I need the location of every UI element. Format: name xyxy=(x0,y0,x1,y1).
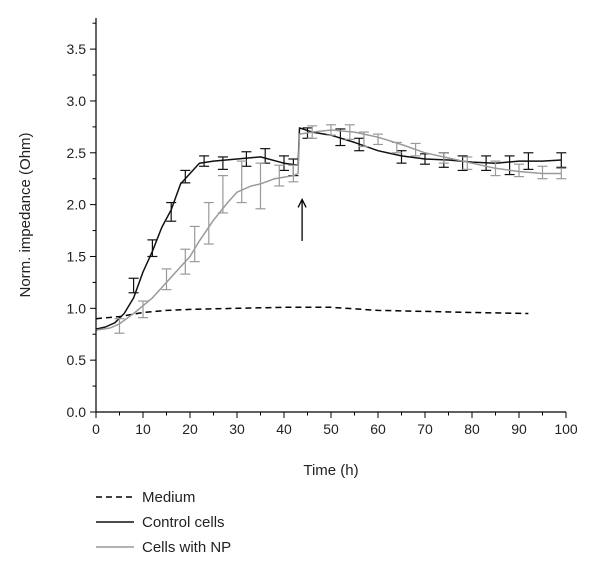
error-bar-cells-with-np xyxy=(114,318,125,334)
x-tick-label: 70 xyxy=(417,421,433,437)
error-bar-cells-with-np xyxy=(217,175,228,214)
y-axis-title: Norm. impedance (Ohm) xyxy=(17,132,34,297)
y-tick-label: 2.5 xyxy=(67,145,87,161)
x-tick-label: 50 xyxy=(323,421,339,437)
series-line-control-cells xyxy=(95,127,562,330)
error-bar-cells-with-np xyxy=(462,156,473,170)
error-bar-control-cells xyxy=(147,239,158,258)
y-tick-label: 0.0 xyxy=(67,404,87,420)
error-bar-cells-with-np xyxy=(274,164,285,187)
error-bar-control-cells xyxy=(260,148,271,164)
x-tick-label: 0 xyxy=(92,421,100,437)
x-tick-label: 60 xyxy=(370,421,386,437)
series-line-cells-with-np xyxy=(95,129,562,331)
error-bar-control-cells xyxy=(199,155,210,167)
error-bar-control-cells xyxy=(556,152,567,168)
error-bar-control-cells xyxy=(166,201,177,222)
x-axis-title: Time (h) xyxy=(303,462,358,479)
error-bar-cells-with-np xyxy=(490,160,501,177)
error-bar-cells-with-np xyxy=(373,133,383,146)
error-bar-control-cells xyxy=(481,155,492,172)
legend-label-medium: Medium xyxy=(142,489,195,506)
error-bar-cells-with-np xyxy=(358,131,369,148)
legend: Medium Control cells Cells with NP xyxy=(96,489,231,556)
arrow-head xyxy=(297,197,307,208)
y-tick-label: 3.5 xyxy=(67,41,87,57)
error-bar-control-cells xyxy=(217,156,228,170)
error-bar-cells-with-np xyxy=(438,152,449,164)
error-bar-cells-with-np xyxy=(189,225,200,263)
x-tick-label: 40 xyxy=(276,421,292,437)
error-bar-cells-with-np xyxy=(180,248,191,275)
y-tick-label: 3.0 xyxy=(67,93,87,109)
x-tick-label: 30 xyxy=(229,421,245,437)
y-tick-label: 0.5 xyxy=(67,352,87,368)
error-bar-control-cells xyxy=(457,155,468,172)
legend-label-control-cells: Control cells xyxy=(142,514,225,531)
error-bar-control-cells xyxy=(354,137,365,152)
x-tick-label: 80 xyxy=(464,421,480,437)
error-bar-control-cells xyxy=(523,152,534,170)
error-bar-cells-with-np xyxy=(307,125,318,139)
y-tick-label: 1.0 xyxy=(67,300,87,316)
annotation-arrow xyxy=(297,197,307,241)
error-bar-cells-with-np xyxy=(537,165,548,180)
error-bar-cells-with-np xyxy=(326,124,336,136)
error-bar-cells-with-np xyxy=(344,124,355,140)
error-bar-cells-with-np xyxy=(514,163,524,178)
series-layer xyxy=(95,124,567,334)
error-bar-cells-with-np xyxy=(236,160,247,204)
error-bar-control-cells xyxy=(335,128,346,147)
error-bar-cells-with-np xyxy=(391,141,402,154)
axes: 0 10 20 30 40 50 60 70 80 90 100 0.0 0.5 1.0 1.5 2.0 2.5… xyxy=(67,18,578,437)
legend-label-cells-with-np: Cells with NP xyxy=(142,539,231,556)
error-bar-cells-with-np xyxy=(288,164,299,183)
error-bar-control-cells xyxy=(279,155,289,172)
error-bar-control-cells xyxy=(504,155,515,176)
error-bar-cells-with-np xyxy=(556,167,567,180)
error-bar-cells-with-np xyxy=(161,268,172,291)
error-bar-control-cells xyxy=(180,169,191,184)
y-tick-label: 1.5 xyxy=(67,248,87,264)
x-tick-label: 90 xyxy=(511,421,527,437)
y-tick-label: 2.0 xyxy=(67,197,87,213)
error-bar-cells-with-np xyxy=(410,142,421,157)
error-bar-control-cells xyxy=(241,151,252,167)
error-bar-cells-with-np xyxy=(138,300,148,319)
x-tick-label: 20 xyxy=(182,421,198,437)
x-tick-label: 10 xyxy=(135,421,151,437)
series-line-medium xyxy=(95,306,529,320)
error-bar-cells-with-np xyxy=(255,162,266,210)
error-bar-cells-with-np xyxy=(203,201,214,245)
x-tick-label: 100 xyxy=(554,421,578,437)
error-bar-control-cells xyxy=(128,277,139,294)
